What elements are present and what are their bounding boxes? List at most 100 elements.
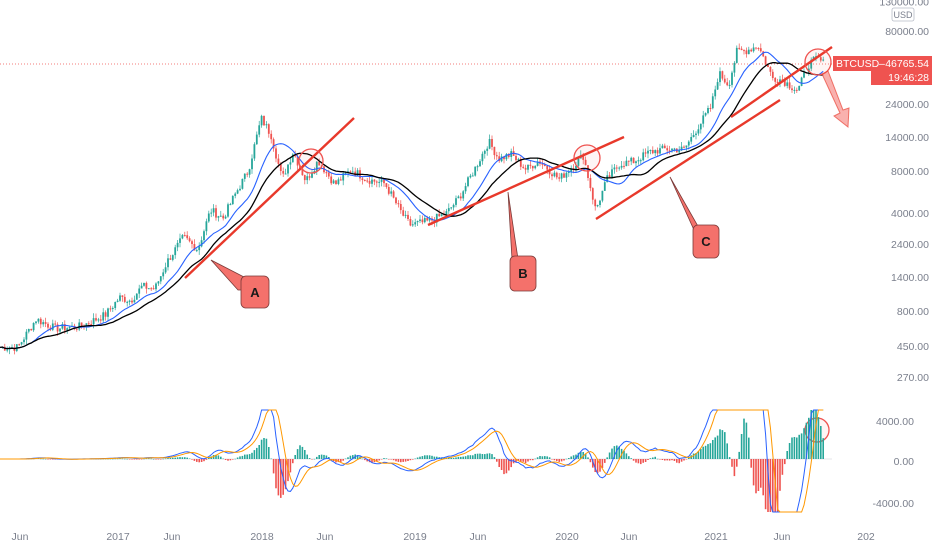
callout-a: A <box>210 259 270 309</box>
candle-body <box>500 156 503 162</box>
candle-body <box>59 328 61 332</box>
osc-bar <box>455 457 457 459</box>
osc-bar <box>608 452 611 459</box>
osc-bar <box>124 458 126 460</box>
osc-bar <box>743 418 745 459</box>
candle-body <box>47 323 49 328</box>
candle-body <box>615 167 618 169</box>
candle-body <box>224 216 227 219</box>
candlestick-series <box>1 43 825 355</box>
osc-bar <box>371 459 373 463</box>
candle-body <box>131 300 133 303</box>
candle-body <box>570 168 573 172</box>
osc-bar <box>280 459 282 498</box>
osc-bar <box>726 443 728 459</box>
osc-bar <box>611 448 613 459</box>
osc-bar <box>678 459 680 464</box>
candle-body <box>311 173 313 178</box>
candle-body <box>543 164 546 166</box>
candle-body <box>786 82 789 86</box>
candle-body <box>740 48 743 51</box>
candle-body <box>390 191 393 194</box>
osc-bar <box>112 458 114 460</box>
price-tick-label: 270.00 <box>897 372 929 384</box>
candle-body <box>361 178 364 180</box>
osc-bar <box>484 454 486 459</box>
candle-body <box>771 71 774 78</box>
osc-bar <box>527 459 529 462</box>
candle-body <box>152 288 155 290</box>
osc-bar <box>733 459 736 477</box>
osc-bar <box>436 456 438 459</box>
osc-bar <box>184 457 186 459</box>
candle-body <box>522 166 525 168</box>
candle-body <box>519 158 522 167</box>
osc-bar <box>148 458 150 460</box>
osc-bar <box>241 455 244 459</box>
osc-bar <box>421 456 424 459</box>
osc-bar <box>308 458 311 459</box>
osc-bar <box>560 459 563 462</box>
candle-body <box>140 285 143 289</box>
circle-2021 <box>804 48 832 76</box>
candle-body <box>392 191 395 198</box>
candle-body <box>111 308 114 309</box>
candle-body <box>541 163 544 165</box>
candle-body <box>692 135 695 137</box>
candle-body <box>764 56 767 65</box>
date-tick-label: 2021 <box>704 531 728 543</box>
osc-bar <box>52 459 54 460</box>
candle-body <box>63 324 66 331</box>
osc-bar <box>414 458 416 460</box>
candle-body <box>191 241 193 244</box>
candle-body <box>174 247 177 256</box>
candle-body <box>680 146 683 151</box>
candle-body <box>150 288 153 290</box>
candle-body <box>743 50 745 52</box>
osc-bar <box>232 459 234 460</box>
osc-bar <box>544 456 546 459</box>
candle-body <box>279 163 282 171</box>
osc-bar <box>750 459 752 468</box>
candle-body <box>551 174 553 177</box>
osc-bar <box>263 438 265 459</box>
osc-signal-line <box>0 409 824 513</box>
osc-tick-label: -4000.00 <box>873 498 915 510</box>
candle-body <box>728 84 731 86</box>
candle-body <box>793 89 796 91</box>
osc-bar <box>188 458 191 459</box>
candle-body <box>255 134 258 145</box>
osc-bar <box>174 457 176 459</box>
osc-bar <box>764 459 767 510</box>
price-tick-label: 14000.00 <box>885 132 929 144</box>
candle-body <box>800 77 803 86</box>
osc-bar <box>815 410 817 459</box>
candle-body <box>822 59 825 61</box>
candle-body <box>315 161 318 171</box>
osc-bar <box>493 457 496 459</box>
osc-bar <box>320 454 323 459</box>
callout-a-label: A <box>250 285 260 300</box>
candle-body <box>217 216 220 218</box>
osc-bar <box>604 459 606 463</box>
candle-body <box>270 133 273 140</box>
candle-body <box>169 258 172 260</box>
candle-body <box>383 179 385 184</box>
osc-bar <box>472 455 474 459</box>
osc-bar <box>748 437 750 459</box>
candle-body <box>239 188 241 191</box>
candle-body <box>114 302 117 308</box>
candle-body <box>625 160 628 167</box>
candle-body <box>565 172 568 178</box>
candle-body <box>452 204 455 208</box>
osc-bar <box>532 459 534 461</box>
candle-body <box>251 158 253 170</box>
candle-body <box>656 150 659 154</box>
osc-bar <box>515 459 517 463</box>
osc-bar <box>265 438 268 459</box>
candle-body <box>469 175 472 178</box>
candle-body <box>380 179 383 182</box>
price-tick-label: 1400.00 <box>891 272 929 284</box>
candle-body <box>459 196 462 199</box>
